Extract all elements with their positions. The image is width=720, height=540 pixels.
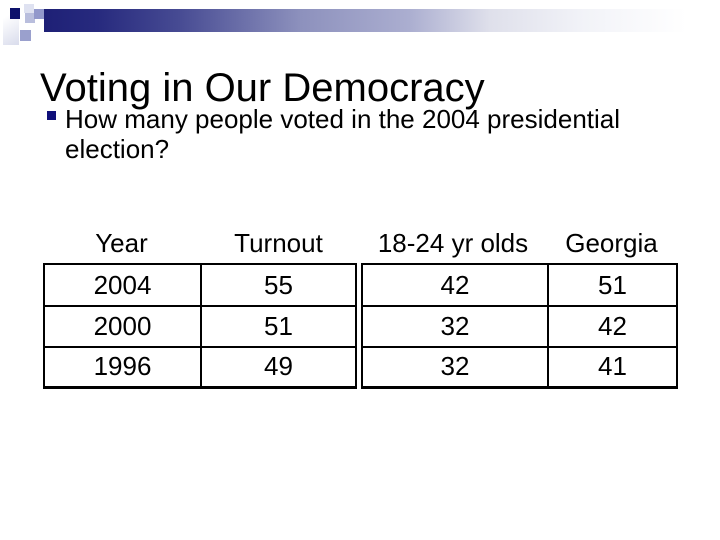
slide-title: Voting in Our Democracy: [40, 66, 485, 110]
cell-turnout-1996: 49: [200, 345, 355, 386]
cell-turnout-2000: 51: [200, 305, 355, 346]
pixel-square-medium-icon: [34, 9, 44, 19]
pixel-square-mid-icon: [25, 13, 35, 23]
cell-year-2000: 2000: [45, 305, 200, 345]
pixel-square-navy-icon: [10, 8, 20, 19]
bullet-question: How many people voted in the 2004 presid…: [65, 104, 695, 164]
cell-1824-1996: 32: [363, 345, 547, 386]
column-header-georgia: Georgia: [565, 228, 658, 258]
pixel-square-light-icon: [24, 4, 34, 13]
cell-year-1996: 1996: [45, 345, 200, 386]
cell-georgia-1996: 41: [547, 345, 676, 386]
table-year-turnout: 2004 55 2000 51 1996 49: [43, 263, 357, 389]
column-header-18-24: 18-24 yr olds: [377, 228, 529, 258]
cell-turnout-2004: 55: [200, 265, 355, 306]
column-header-turnout: Turnout: [234, 228, 323, 258]
bullet-question-line-1: How many people voted in the 2004 presid…: [65, 104, 621, 134]
cell-georgia-2000: 42: [547, 305, 676, 346]
cell-georgia-2004: 51: [547, 265, 676, 306]
banner-gradient-bar: [44, 9, 720, 32]
cell-year-2004: 2004: [93, 269, 152, 300]
pixel-square-lower-icon: [20, 30, 31, 41]
column-header-year: Year: [95, 228, 148, 258]
cell-1824-2004: 42: [440, 269, 470, 300]
square-bullet-icon: [47, 111, 56, 120]
bullet-question-line-2: election?: [65, 134, 170, 164]
cell-1824-2000: 32: [363, 305, 547, 345]
table-1824-georgia: 42 51 32 42 32 41: [361, 263, 678, 389]
